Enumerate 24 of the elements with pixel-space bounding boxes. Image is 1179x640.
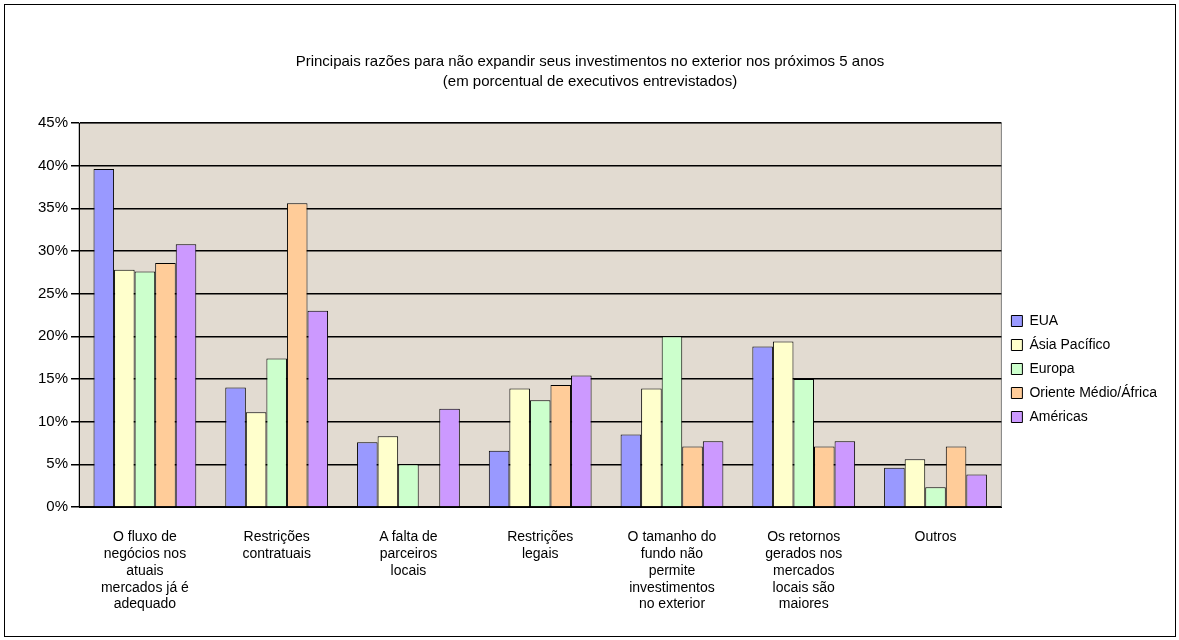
x-tick-label: Restrições contratuais <box>242 528 311 562</box>
legend-label: Américas <box>1029 407 1088 424</box>
legend-label: Europa <box>1029 359 1075 376</box>
legend-label: EUA <box>1029 311 1059 328</box>
x-tick-label: O tamanho do fundo não permite investimentos no exterior <box>627 528 717 612</box>
y-tick-label: 25% <box>37 283 69 301</box>
y-tick-label: 40% <box>37 155 69 173</box>
chart-title: Principais razões para não expandir seus investimentos no exterior nos próximos 5 anos <box>294 51 886 71</box>
y-tick-label: 45% <box>37 113 69 131</box>
chart-subtitle: (em porcentual de executivos entrevistados) <box>441 71 739 91</box>
y-tick-label: 0% <box>46 497 69 515</box>
x-tick-label: A falta de parceiros locais <box>379 528 438 578</box>
y-tick-label: 30% <box>37 241 69 259</box>
y-tick-label: 10% <box>37 411 69 429</box>
y-tick-label: 5% <box>46 454 69 472</box>
x-tick-label: Restrições legais <box>507 528 574 562</box>
x-tick-label: Os retornos gerados nos mercados locais são maiores <box>765 528 843 612</box>
x-tick-label: O fluxo de negócios nos atuais mercados já é adequado <box>100 528 190 612</box>
legend-label: Oriente Médio/África <box>1029 383 1158 400</box>
x-tick-label: Outros <box>914 528 957 545</box>
y-tick-label: 15% <box>37 369 69 387</box>
y-tick-label: 35% <box>37 198 69 216</box>
legend-label: Ásia Pacífico <box>1029 335 1111 352</box>
y-tick-label: 20% <box>37 326 69 344</box>
